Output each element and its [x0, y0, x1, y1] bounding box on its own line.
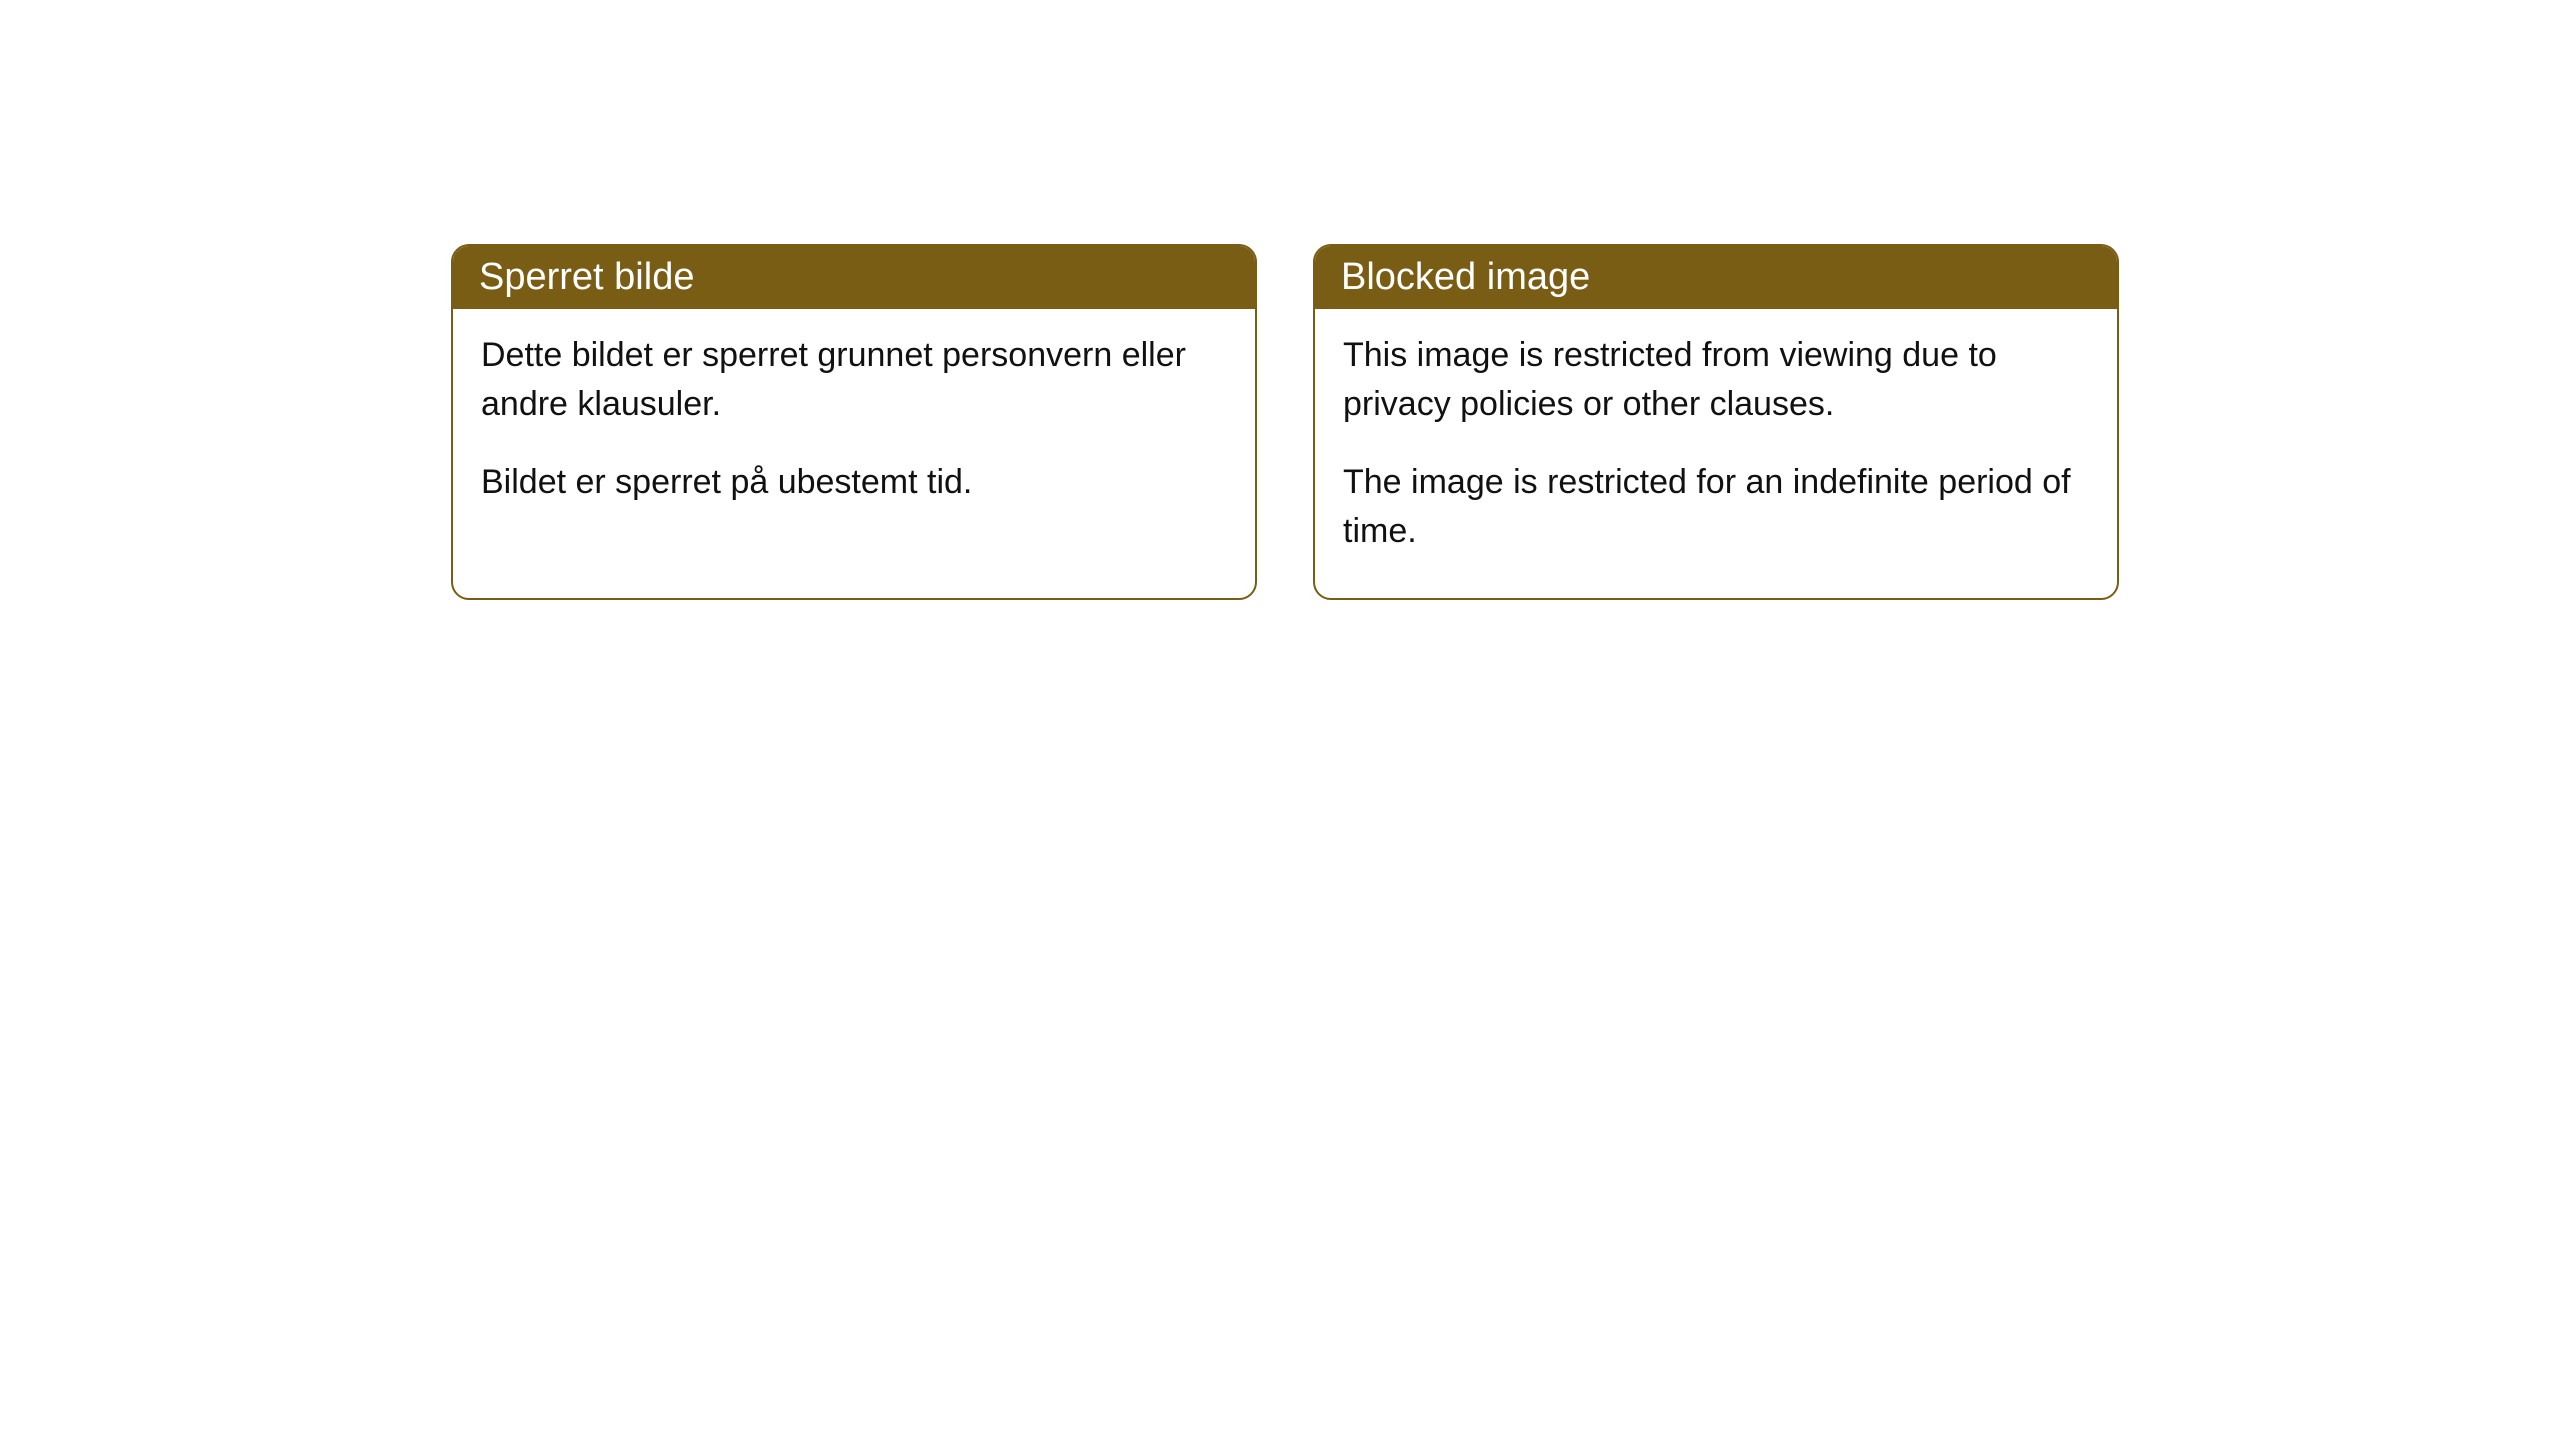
card-body: This image is restricted from viewing du…	[1315, 309, 2117, 598]
card-paragraph: Bildet er sperret på ubestemt tid.	[481, 458, 1227, 507]
card-paragraph: This image is restricted from viewing du…	[1343, 331, 2089, 430]
notice-card-norwegian: Sperret bilde Dette bildet er sperret gr…	[451, 244, 1257, 600]
card-title: Sperret bilde	[479, 256, 694, 298]
notice-card-english: Blocked image This image is restricted f…	[1313, 244, 2119, 600]
card-title: Blocked image	[1341, 256, 1590, 298]
card-paragraph: Dette bildet er sperret grunnet personve…	[481, 331, 1227, 430]
card-header: Blocked image	[1315, 246, 2117, 309]
card-paragraph: The image is restricted for an indefinit…	[1343, 458, 2089, 557]
card-body: Dette bildet er sperret grunnet personve…	[453, 309, 1255, 549]
card-header: Sperret bilde	[453, 246, 1255, 309]
notice-container: Sperret bilde Dette bildet er sperret gr…	[451, 244, 2119, 600]
